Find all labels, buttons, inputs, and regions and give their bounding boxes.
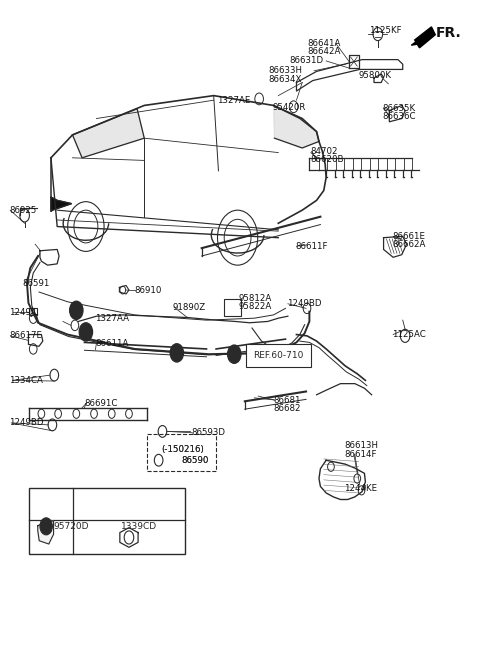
Text: 86611F: 86611F xyxy=(295,241,327,251)
Text: 95812A: 95812A xyxy=(239,294,272,303)
Text: 86662A: 86662A xyxy=(392,240,426,249)
Text: 1244KE: 1244KE xyxy=(344,484,377,493)
Circle shape xyxy=(40,518,52,535)
FancyBboxPatch shape xyxy=(224,299,241,316)
Text: (-150216): (-150216) xyxy=(161,445,204,453)
Text: REF.60-710: REF.60-710 xyxy=(253,351,304,360)
Text: 86633H: 86633H xyxy=(269,66,303,75)
Text: 86925: 86925 xyxy=(9,206,36,215)
Text: 86617E: 86617E xyxy=(9,331,42,340)
Polygon shape xyxy=(72,109,144,158)
Text: 1249BD: 1249BD xyxy=(287,299,322,308)
Text: 1125AC: 1125AC xyxy=(392,330,426,339)
Polygon shape xyxy=(415,27,435,48)
Text: a: a xyxy=(175,348,179,358)
Text: 86635K: 86635K xyxy=(383,104,416,113)
Text: 86681: 86681 xyxy=(274,396,301,405)
Polygon shape xyxy=(38,521,54,544)
Text: a: a xyxy=(44,522,48,531)
Text: (-150216): (-150216) xyxy=(161,445,204,453)
Circle shape xyxy=(228,345,241,363)
Text: 86620B: 86620B xyxy=(311,155,344,164)
Text: 1249JL: 1249JL xyxy=(9,308,38,317)
Text: 86636C: 86636C xyxy=(383,112,416,121)
Text: a: a xyxy=(84,327,88,337)
Text: 86661E: 86661E xyxy=(392,232,425,241)
Text: 1327AA: 1327AA xyxy=(96,314,130,323)
Text: FR.: FR. xyxy=(436,26,462,41)
Text: 86634X: 86634X xyxy=(269,75,302,84)
Text: 86611A: 86611A xyxy=(96,338,129,348)
Text: 1339CD: 1339CD xyxy=(121,522,157,531)
Circle shape xyxy=(170,344,183,362)
Text: 86614F: 86614F xyxy=(344,450,377,459)
Text: 86910: 86910 xyxy=(135,286,162,295)
Text: 86641A: 86641A xyxy=(307,39,340,48)
FancyBboxPatch shape xyxy=(29,488,185,554)
Polygon shape xyxy=(51,197,72,211)
Text: a: a xyxy=(74,306,79,315)
Text: 86691C: 86691C xyxy=(84,399,118,408)
Text: 86590: 86590 xyxy=(181,456,209,464)
Text: 86642A: 86642A xyxy=(307,47,340,56)
Text: a: a xyxy=(232,350,237,359)
Polygon shape xyxy=(411,32,429,45)
Circle shape xyxy=(79,323,93,341)
Text: 95822A: 95822A xyxy=(239,302,272,311)
Text: 95420R: 95420R xyxy=(273,103,306,112)
Circle shape xyxy=(70,301,83,319)
FancyBboxPatch shape xyxy=(147,434,216,471)
Text: 86613H: 86613H xyxy=(344,441,378,450)
Text: 1327AE: 1327AE xyxy=(217,96,251,106)
Text: 1125KF: 1125KF xyxy=(369,26,402,35)
Text: 86590: 86590 xyxy=(181,456,209,464)
Text: 1249BD: 1249BD xyxy=(9,419,44,428)
Text: 86591: 86591 xyxy=(22,279,49,288)
Text: 95800K: 95800K xyxy=(359,72,392,81)
Text: 1334CA: 1334CA xyxy=(9,376,43,385)
Text: 95720D: 95720D xyxy=(54,522,89,531)
Text: 86631D: 86631D xyxy=(289,56,324,66)
Text: 86593D: 86593D xyxy=(191,428,225,438)
Text: 91890Z: 91890Z xyxy=(173,302,206,312)
Polygon shape xyxy=(274,106,319,148)
Text: 84702: 84702 xyxy=(311,147,338,155)
Text: 86682: 86682 xyxy=(274,404,301,413)
